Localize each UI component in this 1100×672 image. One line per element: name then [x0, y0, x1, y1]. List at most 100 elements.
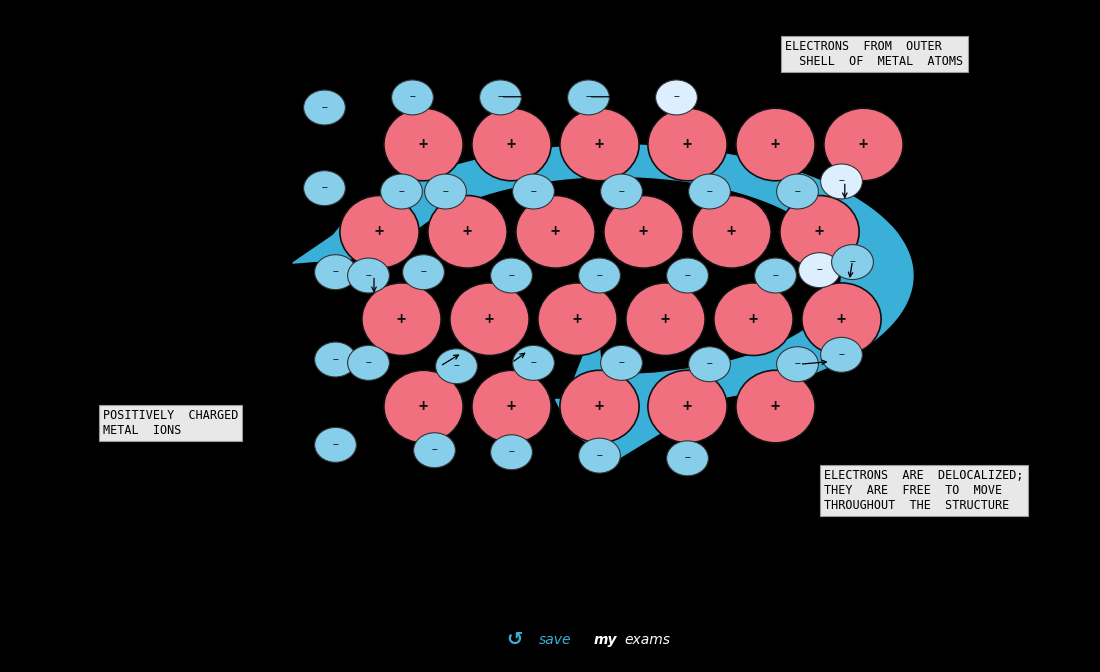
Ellipse shape — [491, 258, 532, 293]
Text: +: + — [595, 399, 604, 414]
Text: −: − — [365, 271, 372, 280]
Ellipse shape — [821, 337, 862, 372]
Text: save: save — [539, 633, 572, 646]
Text: +: + — [859, 137, 868, 152]
Text: −: − — [684, 454, 691, 463]
Ellipse shape — [513, 174, 554, 209]
Ellipse shape — [755, 258, 796, 293]
Ellipse shape — [450, 283, 529, 355]
Ellipse shape — [714, 283, 793, 355]
Text: −: − — [849, 257, 856, 267]
Text: +: + — [683, 137, 692, 152]
Polygon shape — [624, 132, 707, 176]
Ellipse shape — [601, 345, 642, 380]
Ellipse shape — [472, 108, 551, 181]
Ellipse shape — [480, 80, 521, 115]
Ellipse shape — [472, 370, 551, 443]
Ellipse shape — [689, 347, 730, 382]
Text: +: + — [507, 399, 516, 414]
Ellipse shape — [304, 90, 345, 125]
Text: POSITIVELY  CHARGED
METAL  IONS: POSITIVELY CHARGED METAL IONS — [102, 409, 239, 437]
Ellipse shape — [648, 108, 727, 181]
Polygon shape — [566, 320, 727, 419]
Text: −: − — [816, 265, 823, 275]
Ellipse shape — [425, 174, 466, 209]
Text: +: + — [551, 224, 560, 239]
Text: −: − — [706, 187, 713, 196]
Text: +: + — [837, 312, 846, 327]
Ellipse shape — [315, 342, 356, 377]
Ellipse shape — [381, 174, 422, 209]
Text: −: − — [673, 93, 680, 102]
Ellipse shape — [824, 108, 903, 181]
Text: −: − — [794, 187, 801, 196]
Ellipse shape — [604, 196, 683, 268]
Ellipse shape — [802, 283, 881, 355]
Ellipse shape — [362, 283, 441, 355]
Ellipse shape — [304, 171, 345, 206]
Text: +: + — [485, 312, 494, 327]
Ellipse shape — [579, 258, 620, 293]
Ellipse shape — [821, 164, 862, 199]
Text: −: − — [794, 360, 801, 369]
Text: +: + — [639, 224, 648, 239]
Text: +: + — [815, 224, 824, 239]
Text: −: − — [596, 271, 603, 280]
Ellipse shape — [516, 196, 595, 268]
Text: −: − — [398, 187, 405, 196]
Text: +: + — [727, 224, 736, 239]
Ellipse shape — [736, 370, 815, 443]
Text: −: − — [453, 362, 460, 371]
Ellipse shape — [656, 80, 697, 115]
Ellipse shape — [560, 108, 639, 181]
Ellipse shape — [568, 80, 609, 115]
Ellipse shape — [348, 258, 389, 293]
Text: −: − — [321, 103, 328, 112]
Text: −: − — [420, 267, 427, 277]
Text: −: − — [332, 440, 339, 450]
Ellipse shape — [692, 196, 771, 268]
Text: +: + — [771, 399, 780, 414]
Ellipse shape — [689, 174, 730, 209]
Ellipse shape — [436, 349, 477, 384]
Ellipse shape — [513, 345, 554, 380]
Ellipse shape — [348, 345, 389, 380]
Polygon shape — [685, 226, 913, 400]
Text: −: − — [508, 271, 515, 280]
Text: −: − — [442, 187, 449, 196]
Text: −: − — [596, 451, 603, 460]
Text: +: + — [419, 137, 428, 152]
Ellipse shape — [832, 245, 873, 280]
Polygon shape — [556, 399, 676, 460]
Text: +: + — [661, 312, 670, 327]
Text: −: − — [497, 93, 504, 102]
Ellipse shape — [736, 108, 815, 181]
Text: +: + — [507, 137, 516, 152]
Text: +: + — [595, 137, 604, 152]
Text: −: − — [409, 93, 416, 102]
Ellipse shape — [340, 196, 419, 268]
Text: −: − — [838, 350, 845, 360]
Ellipse shape — [560, 370, 639, 443]
Polygon shape — [326, 145, 899, 255]
Text: my: my — [594, 633, 617, 646]
Ellipse shape — [667, 258, 708, 293]
Ellipse shape — [538, 283, 617, 355]
Ellipse shape — [392, 80, 433, 115]
Text: −: − — [365, 358, 372, 368]
Text: −: − — [585, 93, 592, 102]
Text: −: − — [508, 448, 515, 457]
Ellipse shape — [579, 438, 620, 473]
Text: −: − — [618, 358, 625, 368]
Ellipse shape — [315, 255, 356, 290]
Ellipse shape — [626, 283, 705, 355]
Text: +: + — [375, 224, 384, 239]
Ellipse shape — [315, 427, 356, 462]
Text: −: − — [838, 177, 845, 186]
Text: +: + — [749, 312, 758, 327]
Ellipse shape — [384, 108, 463, 181]
Polygon shape — [293, 235, 395, 263]
Ellipse shape — [780, 196, 859, 268]
Text: ELECTRONS  FROM  OUTER
  SHELL  OF  METAL  ATOMS: ELECTRONS FROM OUTER SHELL OF METAL ATOM… — [785, 40, 964, 68]
Ellipse shape — [799, 253, 840, 288]
